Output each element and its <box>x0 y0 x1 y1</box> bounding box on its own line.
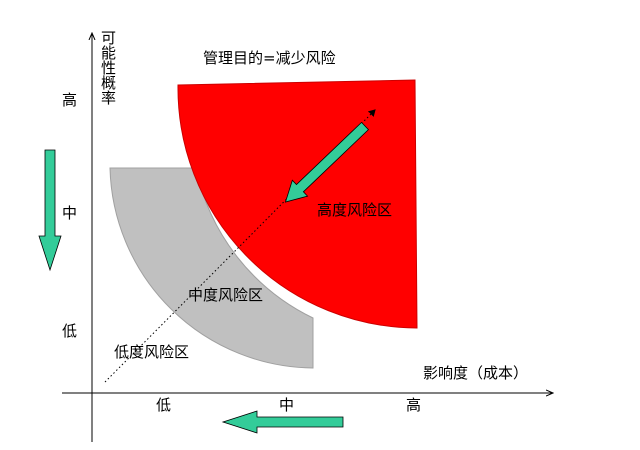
high-risk-zone-label: 高度风险区 <box>317 201 393 219</box>
high-risk-zone <box>177 79 418 329</box>
x-tick-low: 低 <box>156 396 172 414</box>
reduce-impact-arrow <box>221 410 344 434</box>
medium-risk-zone <box>109 167 314 369</box>
x-tick-medium: 中 <box>279 396 295 414</box>
x-tick-high: 高 <box>406 396 422 414</box>
reduce-probability-arrow <box>38 149 62 272</box>
y-axis-label: 可能性概率 <box>99 30 117 105</box>
y-tick-high: 高 <box>62 91 78 109</box>
low-risk-zone-label: 低度风险区 <box>114 343 190 361</box>
x-axis-label: 影响度（成本） <box>423 364 529 382</box>
y-tick-medium: 中 <box>62 204 78 222</box>
medium-risk-zone-label: 中度风险区 <box>188 286 264 304</box>
y-tick-low: 低 <box>62 322 78 340</box>
diagram-title: 管理目的=减少风险 <box>203 49 336 67</box>
reduce-risk-arrow <box>284 121 370 203</box>
